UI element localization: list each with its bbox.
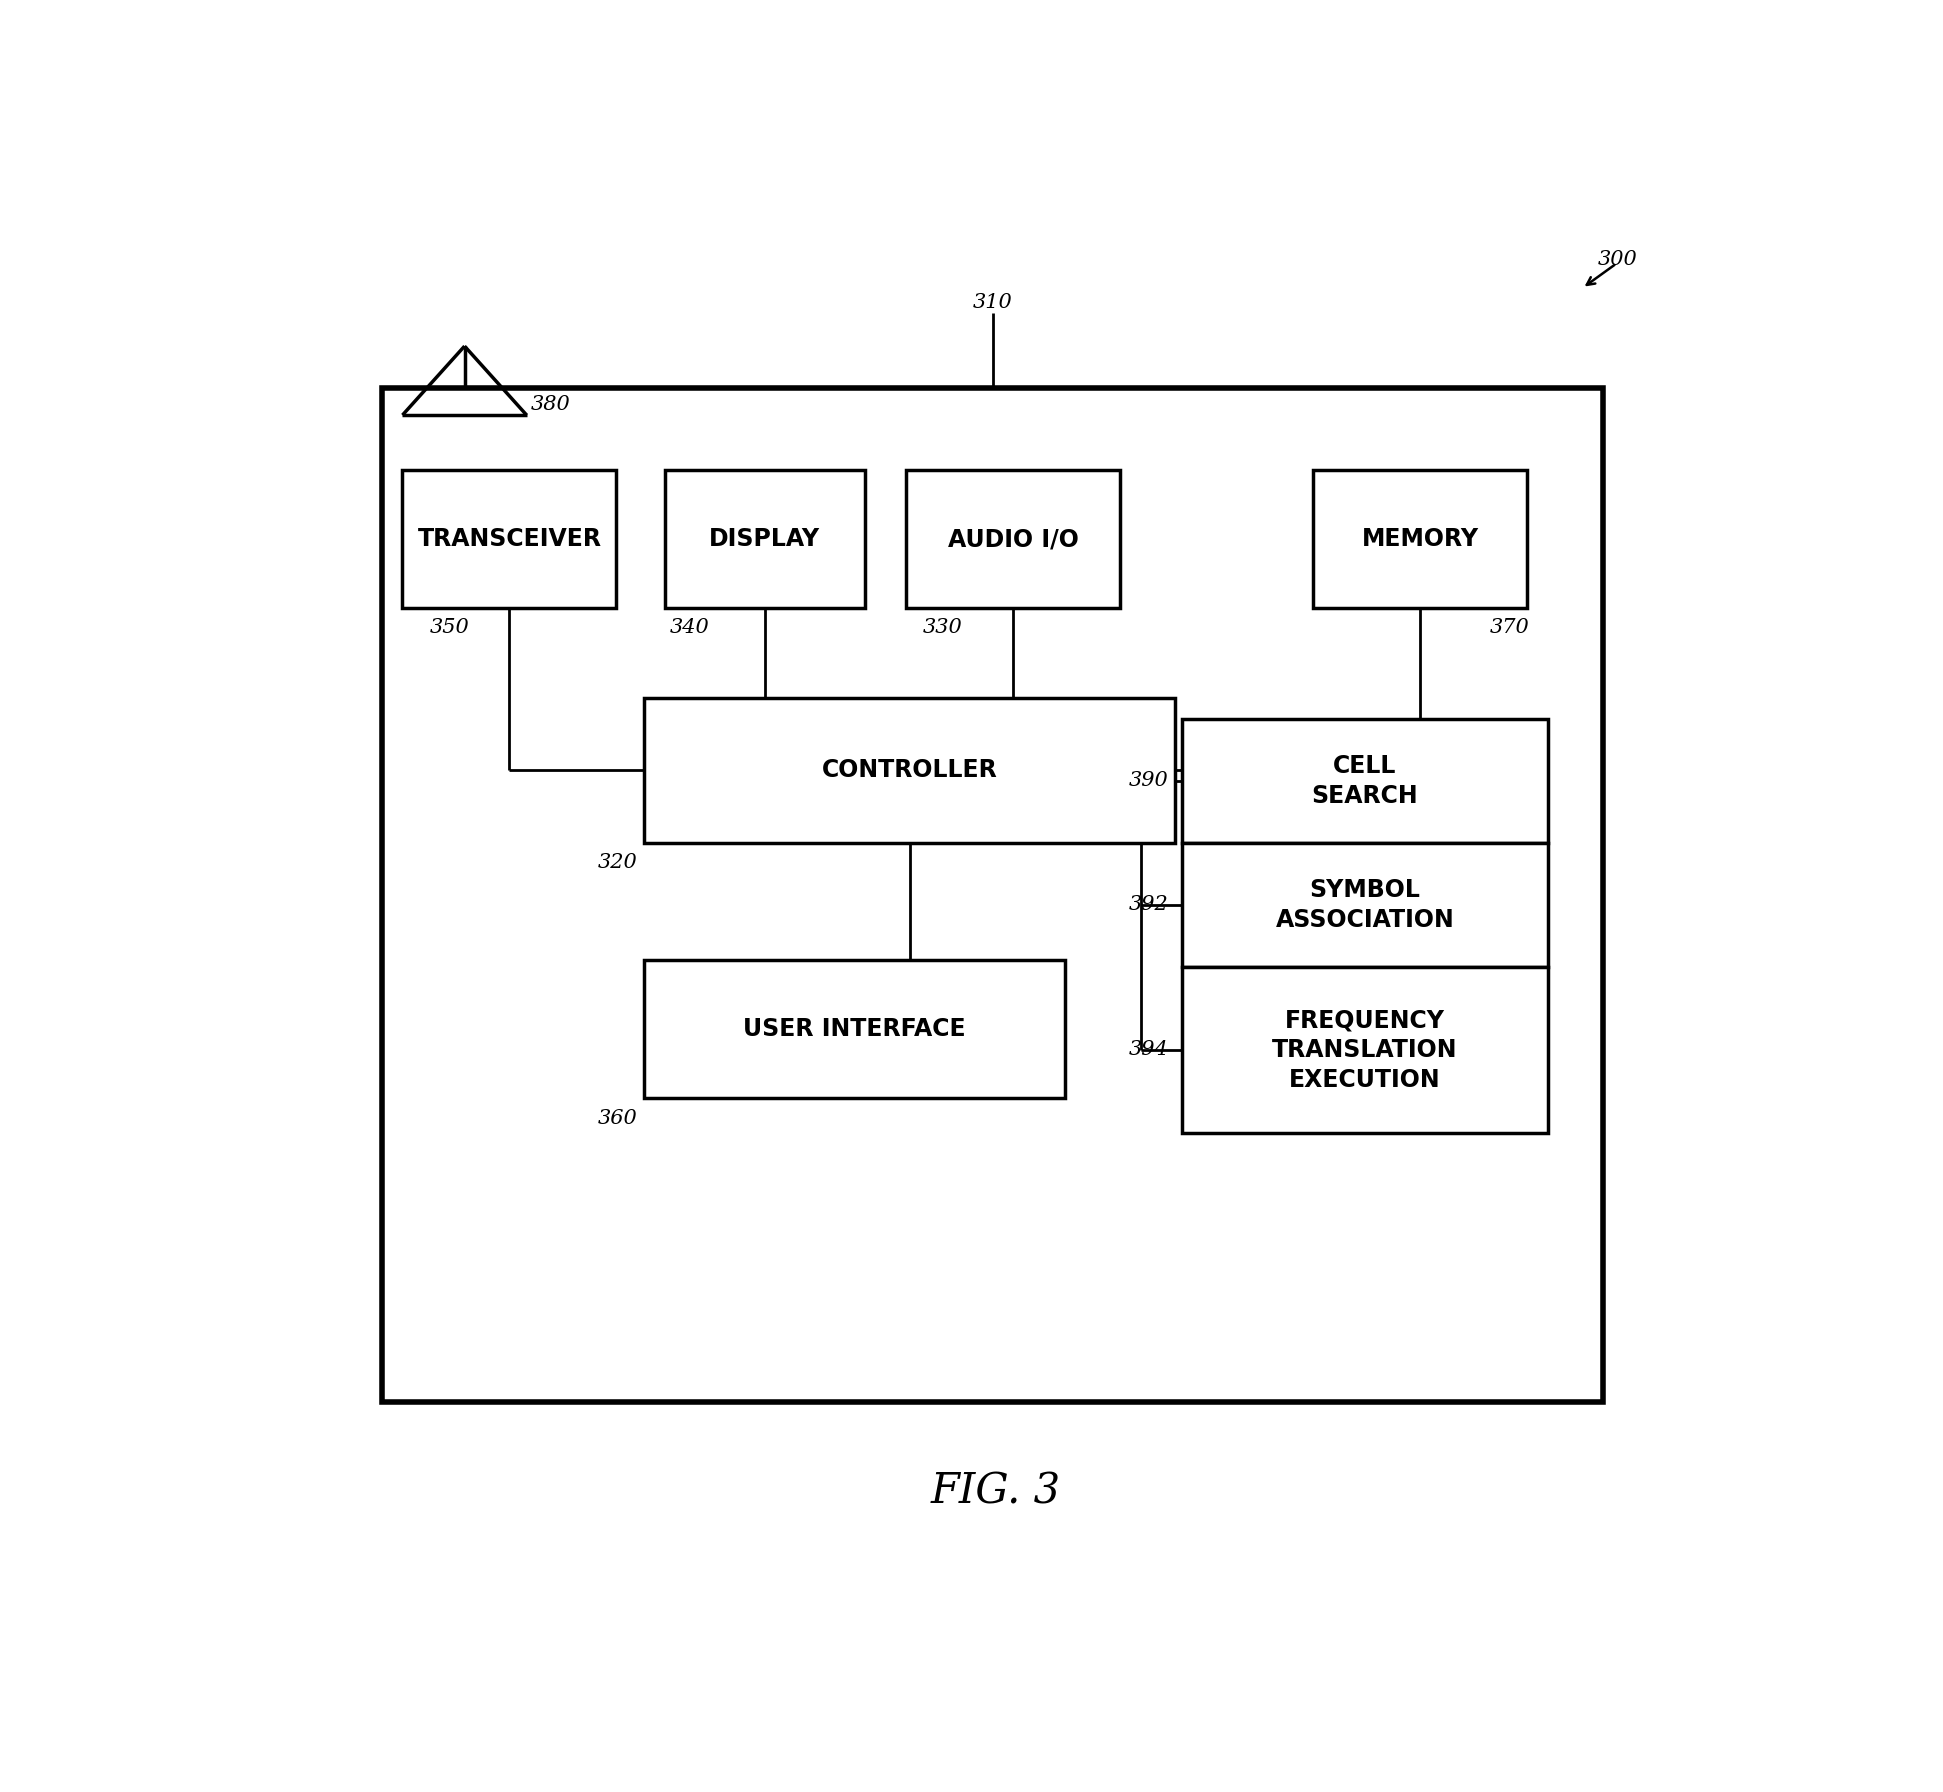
Text: AUDIO I/O: AUDIO I/O <box>948 527 1078 552</box>
Bar <box>643 961 1065 1098</box>
Bar <box>381 387 1603 1401</box>
Text: FREQUENCY
TRANSLATION
EXECUTION: FREQUENCY TRANSLATION EXECUTION <box>1273 1009 1457 1091</box>
Text: 310: 310 <box>973 292 1012 312</box>
Text: CELL
SEARCH: CELL SEARCH <box>1312 754 1418 808</box>
Bar <box>1181 719 1549 842</box>
Text: 394: 394 <box>1129 1041 1168 1059</box>
Text: MEMORY: MEMORY <box>1362 527 1479 552</box>
Bar <box>1181 968 1549 1133</box>
Text: 360: 360 <box>597 1109 637 1129</box>
Bar <box>402 470 616 607</box>
Text: 392: 392 <box>1129 896 1168 914</box>
Bar <box>1313 470 1527 607</box>
Text: CONTROLLER: CONTROLLER <box>822 758 997 783</box>
Bar <box>1181 842 1549 968</box>
Text: 380: 380 <box>530 394 571 414</box>
Text: 300: 300 <box>1597 249 1638 269</box>
Text: USER INTERFACE: USER INTERFACE <box>742 1018 966 1041</box>
Text: 350: 350 <box>429 618 470 636</box>
Text: DISPLAY: DISPLAY <box>709 527 820 552</box>
Text: 340: 340 <box>670 618 709 636</box>
Text: TRANSCEIVER: TRANSCEIVER <box>418 527 602 552</box>
Text: FIG. 3: FIG. 3 <box>931 1471 1061 1512</box>
Text: 370: 370 <box>1490 618 1529 636</box>
Text: 330: 330 <box>923 618 962 636</box>
Bar <box>905 470 1119 607</box>
Text: 390: 390 <box>1129 771 1168 790</box>
Bar <box>643 697 1176 842</box>
Text: SYMBOL
ASSOCIATION: SYMBOL ASSOCIATION <box>1275 878 1453 932</box>
Text: 320: 320 <box>597 853 637 871</box>
Bar <box>665 470 865 607</box>
